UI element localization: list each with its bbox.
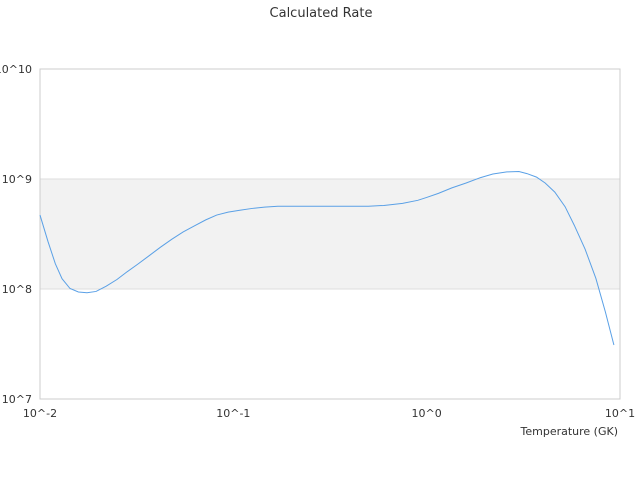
x-tick-label: 10^0 [412, 407, 442, 420]
x-tick-label: 10^-2 [23, 407, 57, 420]
x-tick-label: 10^1 [605, 407, 635, 420]
shaded-band [40, 179, 620, 289]
x-tick-label: 10^-1 [216, 407, 250, 420]
x-axis-ticks: 10^-2 10^-1 10^0 10^1 [23, 407, 635, 420]
y-tick-label: 10^8 [2, 283, 32, 296]
y-axis-ticks: 10^7 10^8 10^9 10^10 [0, 63, 32, 406]
y-tick-label: 10^9 [2, 173, 32, 186]
y-tick-label: 10^10 [0, 63, 32, 76]
chart-title: Calculated Rate [270, 6, 373, 21]
y-tick-label: 10^7 [2, 393, 32, 406]
series-line [39, 170, 615, 346]
plot-frame [39, 68, 621, 400]
x-axis-label: Temperature (GK) [520, 425, 619, 438]
